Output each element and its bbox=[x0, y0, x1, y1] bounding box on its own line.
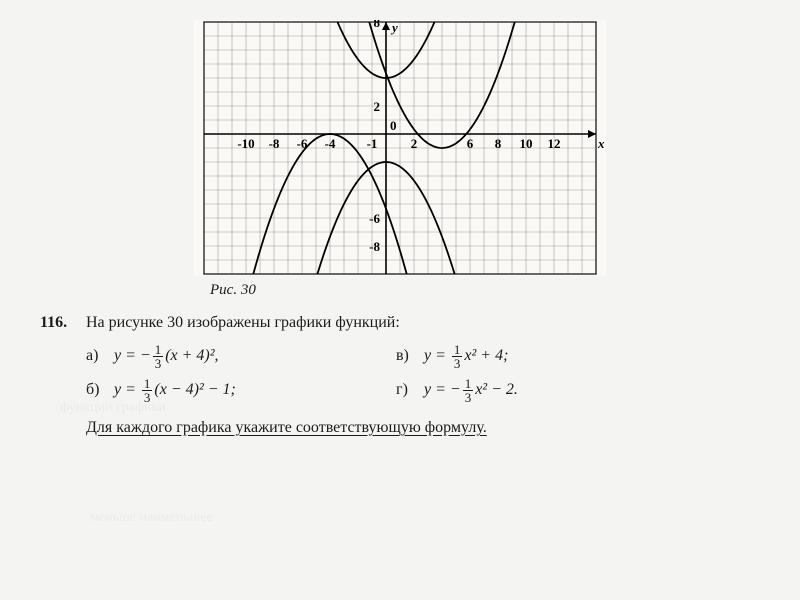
svg-text:8: 8 bbox=[495, 136, 502, 151]
svg-text:-1: -1 bbox=[367, 136, 378, 151]
svg-text:-4: -4 bbox=[325, 136, 336, 151]
svg-text:10: 10 bbox=[520, 136, 533, 151]
svg-text:-6: -6 bbox=[369, 211, 380, 226]
formula-b: y = 13(x − 4)² − 1; bbox=[114, 376, 236, 404]
svg-text:-8: -8 bbox=[269, 136, 280, 151]
svg-text:2: 2 bbox=[374, 99, 381, 114]
svg-text:8: 8 bbox=[374, 20, 381, 30]
svg-text:2: 2 bbox=[411, 136, 418, 151]
figure-caption: Рис. 30 bbox=[210, 282, 760, 299]
chart-container: yx0-10-8-6-4-1268101282-6-8 bbox=[40, 20, 760, 276]
problem-block: 116. На рисунке 30 изображены графики фу… bbox=[40, 309, 760, 441]
svg-text:12: 12 bbox=[548, 136, 561, 151]
problem-number: 116. bbox=[40, 309, 80, 336]
svg-text:0: 0 bbox=[390, 118, 397, 133]
formula-v: y = 13x² + 4; bbox=[424, 342, 508, 370]
option-a: а) y = −13(x + 4)², bbox=[86, 342, 366, 370]
problem-text: На рисунке 30 изображены графики функций… bbox=[86, 309, 400, 336]
formula-g: y = −13x² − 2. bbox=[424, 376, 518, 404]
function-graph: yx0-10-8-6-4-1268101282-6-8 bbox=[194, 20, 606, 276]
formula-a: y = −13(x + 4)², bbox=[114, 342, 219, 370]
svg-text:x: x bbox=[597, 136, 605, 151]
options-grid: а) y = −13(x + 4)², в) y = 13x² + 4; б) … bbox=[86, 342, 760, 404]
option-v: в) y = 13x² + 4; bbox=[396, 342, 676, 370]
svg-text:y: y bbox=[390, 20, 398, 35]
bleed-text: меньше наименьшее bbox=[90, 510, 213, 526]
option-b: б) y = 13(x − 4)² − 1; bbox=[86, 376, 366, 404]
svg-text:-8: -8 bbox=[369, 239, 380, 254]
problem-closing: Для каждого графика укажите соответствую… bbox=[86, 414, 760, 441]
svg-text:-10: -10 bbox=[237, 136, 254, 151]
svg-text:6: 6 bbox=[467, 136, 474, 151]
option-g: г) y = −13x² − 2. bbox=[396, 376, 676, 404]
